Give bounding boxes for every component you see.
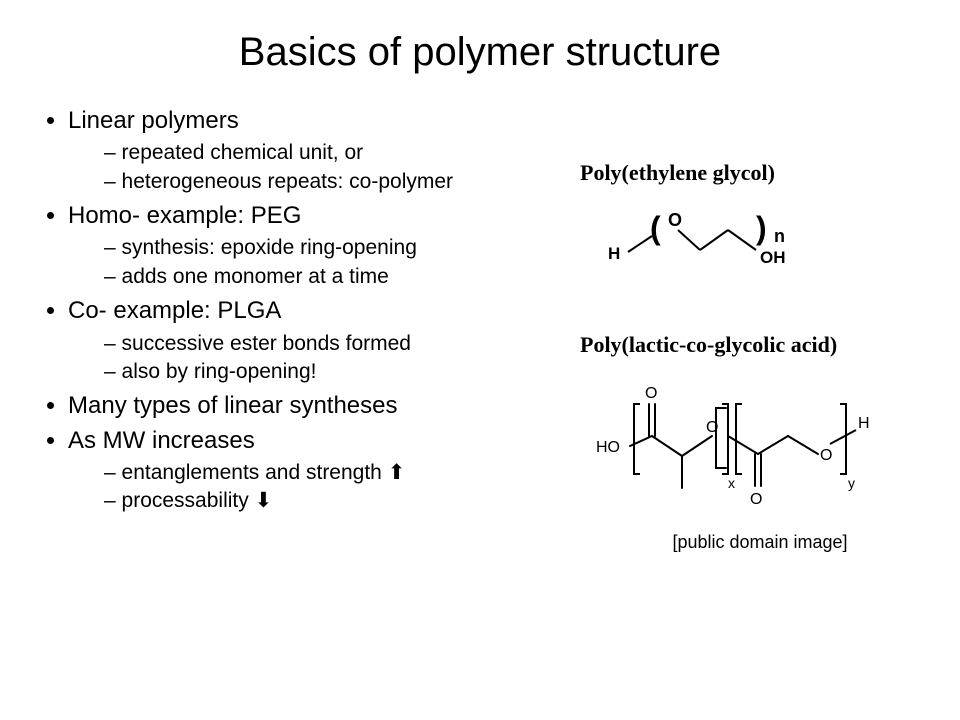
plga-o2: O [706,419,718,436]
peg-oh: OH [760,248,786,268]
sub-bullet-item: synthesis: epoxide ring-opening [104,234,600,262]
plga-ho: HO [596,439,620,456]
bullet-item: As MW increases entanglements and strengt… [68,425,600,516]
sub-bullet-item: entanglements and strength ⬆ [104,459,600,487]
sub-bullet-list: synthesis: epoxide ring-openingadds one … [68,234,600,291]
plga-h: H [858,415,870,432]
plga-structure: HO O O O O H x y [590,366,910,526]
plga-y: y [848,475,855,491]
bullet-item: Many types of linear syntheses [68,390,600,422]
sub-bullet-item: repeated chemical unit, or [104,139,600,167]
bullet-text: As MW increases [68,427,255,454]
slide: Basics of polymer structure Linear polym… [0,0,960,720]
sub-bullet-item: adds one monomer at a time [104,263,600,291]
peg-paren-open: ( [650,210,661,247]
bullet-item: Co- example: PLGA successive ester bonds … [68,295,600,386]
peg-h: H [608,244,620,264]
bullet-text: Homo- example: PEG [68,202,301,229]
plga-o4: O [820,447,832,464]
sub-bullet-list: successive ester bonds formedalso by rin… [68,330,600,387]
sub-bullet-item: also by ring-opening! [104,358,600,386]
sub-bullet-item: heterogeneous repeats: co-polymer [104,168,600,196]
chemical-structures: Poly(ethylene glycol) H ( O ) n OH Poly( [580,160,940,553]
plga-caption: [public domain image] [580,532,940,553]
bullet-text: Co- example: PLGA [68,297,281,324]
plga-x: x [728,475,735,491]
plga-svg: HO O O O O H x y [590,366,910,516]
peg-structure: H ( O ) n OH [600,194,880,284]
plga-label: Poly(lactic-co-glycolic acid) [580,332,940,358]
bullet-list: Linear polymers repeated chemical unit, o… [40,105,600,520]
sub-bullet-item: processability ⬇ [104,487,600,515]
sub-bullet-list: repeated chemical unit, orheterogeneous … [68,139,600,196]
peg-n: n [774,226,785,247]
bullet-text: Linear polymers [68,107,239,134]
peg-label: Poly(ethylene glycol) [580,160,940,186]
sub-bullet-item: successive ester bonds formed [104,330,600,358]
sub-bullet-list: entanglements and strength ⬆processabili… [68,459,600,516]
peg-svg [600,194,880,284]
slide-title: Basics of polymer structure [40,30,920,75]
bullet-item: Linear polymers repeated chemical unit, o… [68,105,600,196]
peg-paren-close: ) [756,210,767,247]
bullet-text: Many types of linear syntheses [68,392,398,419]
peg-o: O [668,210,682,231]
bullet-item: Homo- example: PEG synthesis: epoxide rin… [68,200,600,291]
plga-o3: O [750,491,762,508]
plga-o1: O [645,385,657,402]
